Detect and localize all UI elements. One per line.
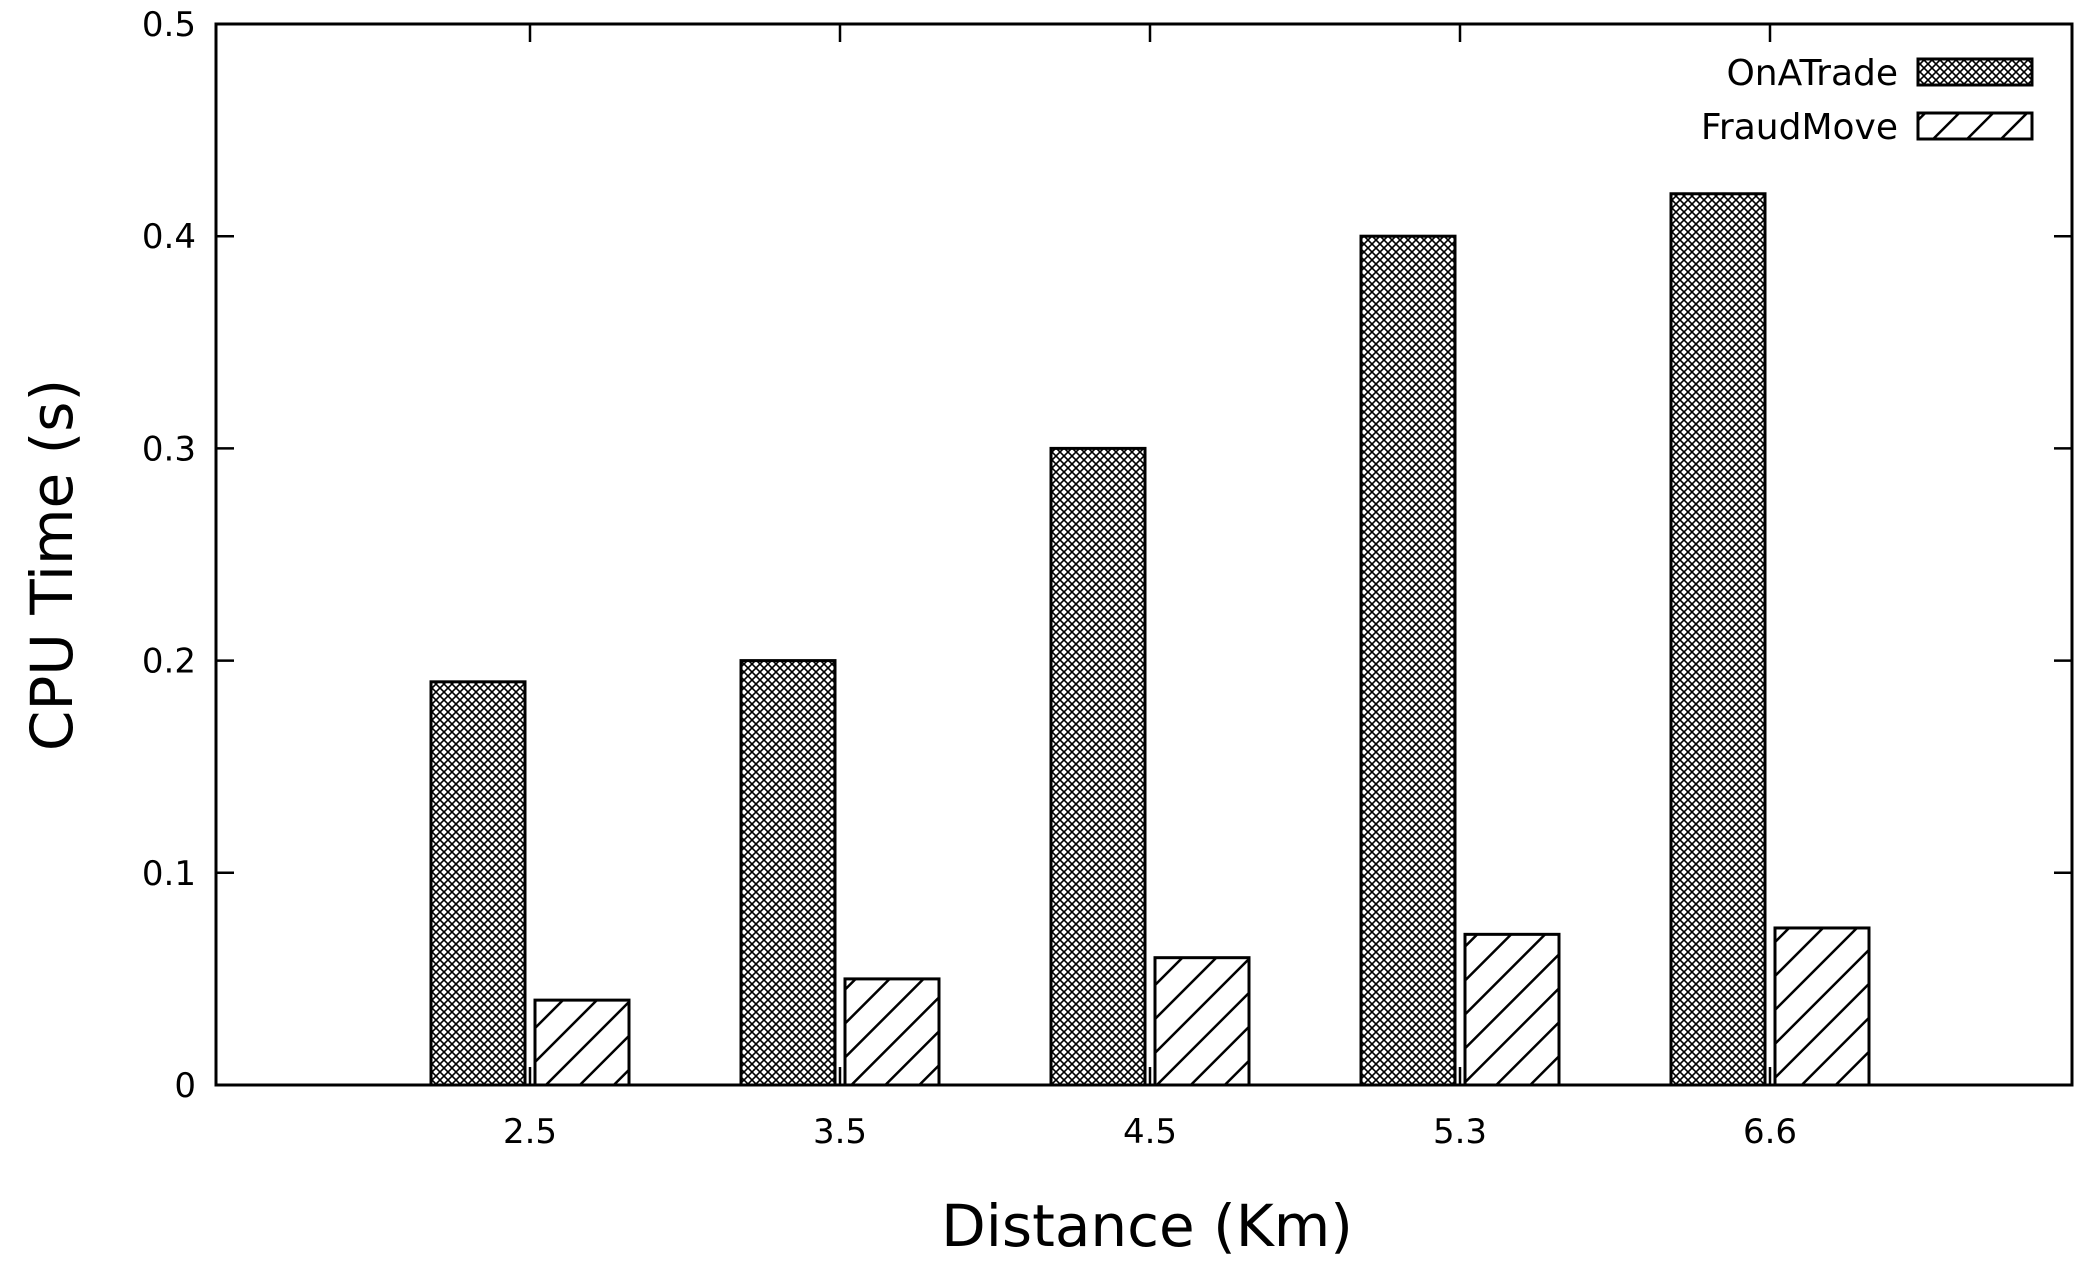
y-tick-label: 0.1 [142,854,196,894]
y-axis-title: CPU Time (s) [18,379,86,751]
bar-fraudmove-6_6 [1773,926,1871,1087]
legend-swatch-onatrade [1916,57,2034,87]
y-axis-ticks: 0 0.1 0.2 0.3 0.4 0.5 [142,5,2072,1106]
bar-fraudmove-5_3 [1463,932,1561,1087]
y-tick-label: 0.2 [142,642,196,682]
x-axis-title: Distance (Km) [941,1192,1353,1260]
bars-group [429,192,1871,1087]
x-tick-label: 2.5 [503,1112,557,1152]
bar-fraudmove-4_5 [1153,956,1251,1087]
bar-onatrade-3_5 [739,659,837,1087]
legend-label-fraudmove: FraudMove [1701,107,1898,148]
bar-fraudmove-2_5 [533,998,631,1087]
x-tick-label: 6.6 [1743,1112,1797,1152]
bar-onatrade-5_3 [1359,234,1457,1087]
bar-onatrade-6_6 [1669,192,1767,1087]
x-tick-label: 4.5 [1123,1112,1177,1152]
legend-swatch-fraudmove [1916,111,2034,141]
plot-frame [214,22,2074,1087]
bar-onatrade-4_5 [1049,446,1147,1087]
x-tick-label: 3.5 [813,1112,867,1152]
bar-fraudmove-3_5 [843,977,941,1087]
bar-onatrade-2_5 [429,680,527,1087]
y-tick-label: 0.5 [142,5,196,45]
legend: OnATrade FraudMove [1701,53,2034,148]
y-tick-label: 0 [174,1066,196,1106]
legend-label-onatrade: OnATrade [1726,53,1898,94]
y-tick-label: 0.3 [142,429,196,469]
x-axis-ticks: 2.5 3.5 4.5 5.3 6.6 [503,24,1797,1152]
x-tick-label: 5.3 [1433,1112,1487,1152]
y-tick-label: 0.4 [142,217,196,257]
